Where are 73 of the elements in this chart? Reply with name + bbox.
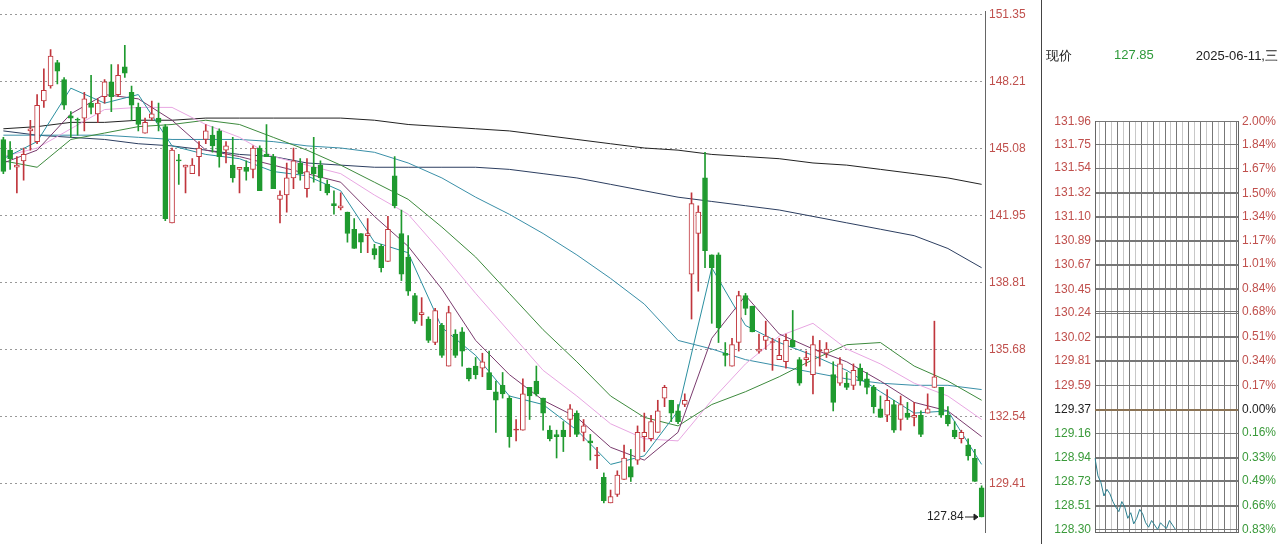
candlestick (722, 342, 729, 367)
text: 127.85 (1114, 47, 1154, 64)
y-tick-label: 128.73 (1054, 473, 1092, 488)
text: 2025-06-11,三 (1195, 47, 1278, 65)
candlestick (310, 137, 317, 183)
y2-tick-label: 1.17% (1242, 233, 1277, 248)
candlestick (843, 372, 850, 390)
candlestick (594, 446, 600, 469)
candlestick (175, 154, 182, 185)
candlestick (911, 402, 917, 427)
y2-tick-label: 1.50% (1242, 185, 1277, 200)
y2-tick-label: 0.84% (1242, 281, 1277, 296)
candlestick (121, 45, 128, 78)
candlestick (337, 192, 344, 211)
y-tick-label: 129.37 (1054, 402, 1092, 417)
candlestick (88, 75, 94, 115)
candlestick (148, 100, 155, 121)
y-tick-label: 131.75 (1054, 136, 1092, 151)
y-tick-label: 141.95 (989, 207, 1027, 222)
y-tick-label: 131.32 (1054, 184, 1092, 199)
y-tick-label: 129.16 (1054, 425, 1092, 440)
y2-tick-label: 2.00% (1242, 113, 1277, 128)
y-tick-label: 129.81 (1054, 353, 1092, 368)
y-tick-label: 151.35 (989, 6, 1027, 21)
y-tick-label: 131.96 (1054, 113, 1092, 128)
y2-tick-label: 1.67% (1242, 161, 1277, 176)
candlestick (641, 412, 648, 452)
y-tick-label: 128.94 (1054, 450, 1092, 465)
candlestick (708, 254, 715, 324)
candlestick (695, 205, 702, 292)
y2-tick-label: 0.33% (1242, 450, 1277, 465)
candlestick (513, 419, 519, 442)
y2-tick-label: 1.34% (1242, 208, 1277, 223)
y2-tick-label: 0.16% (1242, 425, 1277, 440)
y2-tick-label: 0.51% (1242, 328, 1277, 343)
candlestick (776, 337, 783, 360)
y-tick-label: 130.45 (1054, 281, 1092, 296)
candlestick (789, 310, 796, 348)
y2-tick-label: 1.84% (1242, 136, 1277, 151)
y-tick-label: 145.08 (989, 140, 1027, 155)
y2-tick-label: 0.66% (1242, 497, 1277, 512)
y2-tick-label: 0.00% (1242, 402, 1277, 417)
y2-tick-label: 0.49% (1242, 473, 1277, 488)
candlestick (803, 350, 810, 367)
candlestick (331, 190, 337, 215)
y-tick-label: 138.81 (989, 274, 1027, 289)
y-tick-label: 131.54 (1054, 160, 1092, 175)
candlestick (277, 190, 283, 224)
candlestick (364, 218, 371, 254)
y-tick-label: 131.10 (1054, 209, 1092, 224)
y-tick-label: 129.41 (989, 475, 1027, 490)
y-tick-label: 148.21 (989, 73, 1027, 88)
y2-tick-label: 1.01% (1242, 256, 1277, 271)
y2-tick-label: 0.83% (1242, 522, 1277, 537)
y-tick-label: 130.89 (1054, 232, 1092, 247)
y-tick-label: 135.68 (989, 341, 1027, 356)
y2-tick-label: 0.34% (1242, 353, 1277, 368)
y-tick-label: 130.24 (1054, 305, 1092, 320)
y-tick-label: 129.59 (1054, 377, 1092, 392)
candlestick (493, 380, 499, 433)
y-tick-label: 130.02 (1054, 329, 1092, 344)
candlestick (762, 320, 769, 350)
y2-tick-label: 0.17% (1242, 377, 1277, 392)
y-tick-label: 132.54 (989, 408, 1027, 423)
y2-tick-label: 0.68% (1242, 304, 1277, 319)
y-tick-label: 128.51 (1054, 498, 1092, 513)
candlestick (14, 156, 20, 194)
y-tick-label: 128.30 (1054, 521, 1092, 536)
candlestick (196, 141, 202, 177)
candlestick (816, 340, 823, 367)
y-tick-label: 130.67 (1054, 257, 1092, 272)
annotation: 127.84 (926, 509, 964, 524)
text: 现价 (1046, 47, 1072, 65)
